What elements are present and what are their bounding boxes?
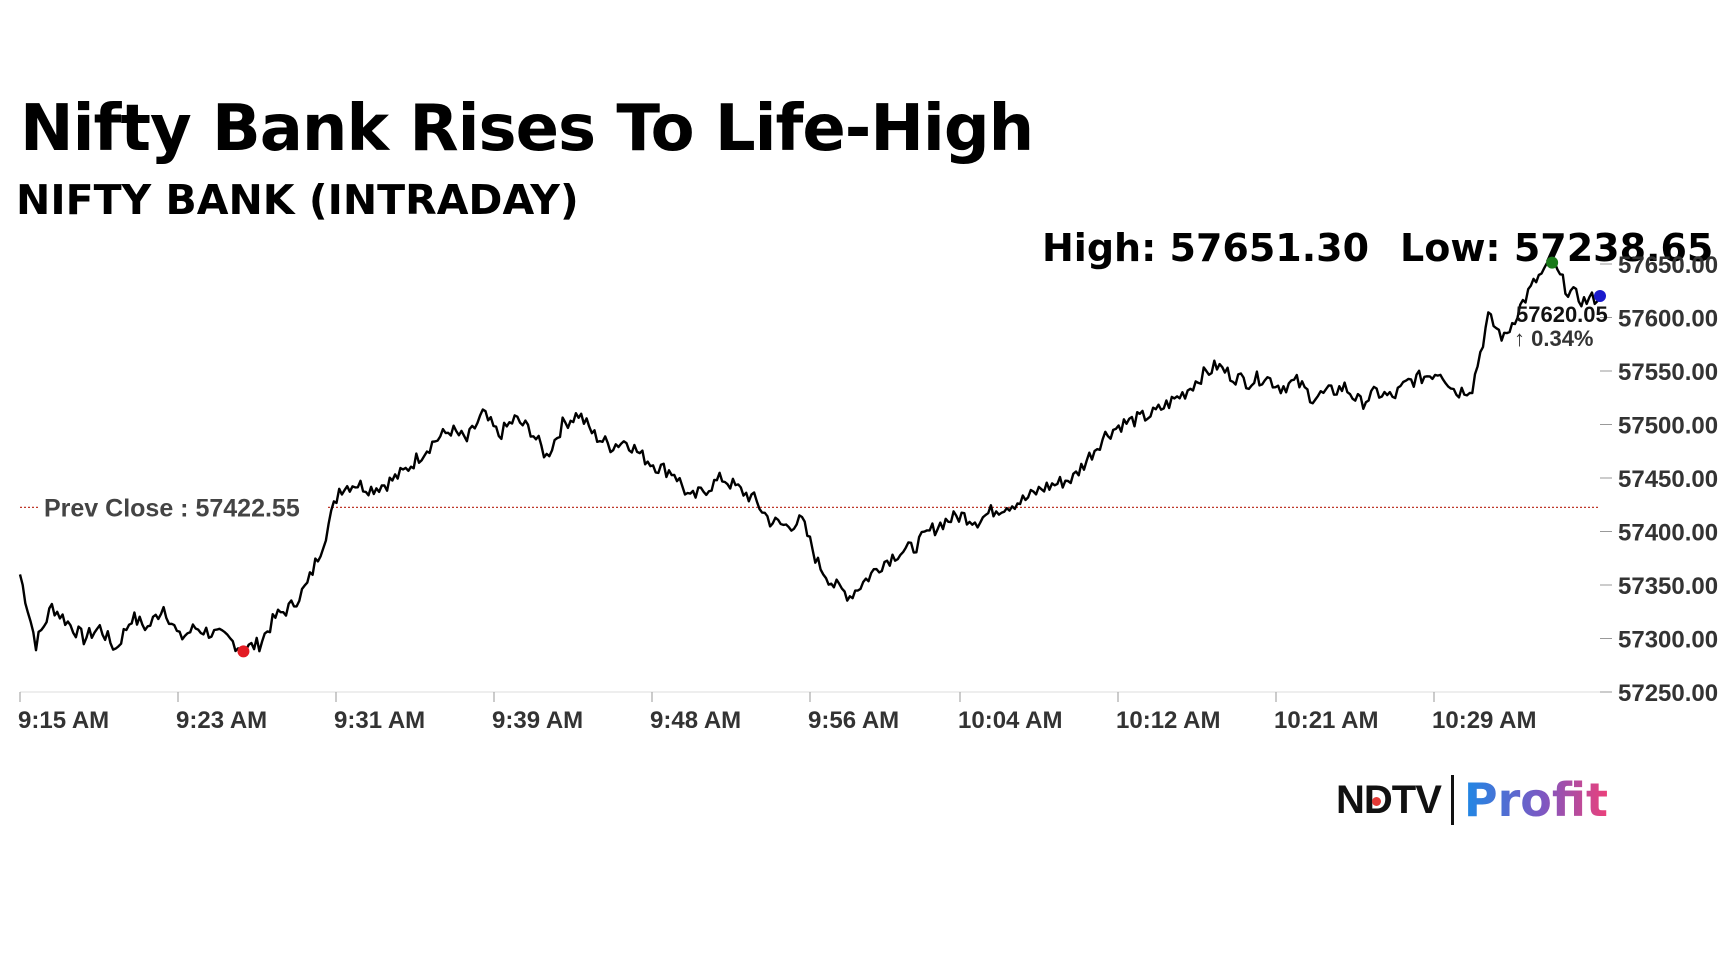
series-group bbox=[18, 261, 1602, 655]
logo-ndtv-text: NDTV bbox=[1336, 777, 1442, 822]
x-tick-label: 9:23 AM bbox=[176, 707, 267, 734]
y-tick-label: 57650.00 bbox=[1618, 252, 1718, 279]
last-change-label: ↑ 0.34% bbox=[1514, 326, 1594, 351]
chart-subtitle: NIFTY BANK (INTRADAY) bbox=[16, 176, 579, 224]
marker-group bbox=[237, 256, 1606, 658]
low-marker bbox=[237, 645, 250, 658]
prev-close-label-bg bbox=[38, 489, 326, 524]
x-tick-label: 9:39 AM bbox=[492, 707, 583, 734]
y-tick-label: 57300.00 bbox=[1618, 627, 1718, 654]
series-line bbox=[18, 261, 1602, 655]
x-tick-label: 9:48 AM bbox=[650, 707, 741, 734]
y-tick-label: 57400.00 bbox=[1618, 520, 1718, 547]
x-tick-label: 10:29 AM bbox=[1432, 707, 1536, 734]
high-value: High: 57651.30 bbox=[1042, 226, 1370, 270]
x-tick-label: 9:56 AM bbox=[808, 707, 899, 734]
x-tick-label: 10:12 AM bbox=[1116, 707, 1220, 734]
x-tick-label: 9:15 AM bbox=[18, 707, 109, 734]
y-tick-label: 57550.00 bbox=[1618, 359, 1718, 386]
logo-profit-text: Profit bbox=[1463, 773, 1608, 827]
chart-title: Nifty Bank Rises To Life-High bbox=[20, 92, 1034, 166]
last-marker bbox=[1594, 290, 1606, 303]
y-tick-label: 57250.00 bbox=[1618, 680, 1718, 707]
prev-close-label: Prev Close : 57422.55 bbox=[44, 494, 300, 522]
logo-red-dot bbox=[1372, 797, 1381, 806]
y-tick-label: 57450.00 bbox=[1618, 466, 1718, 493]
x-axis: 9:15 AM 9:23 AM 9:31 AM 9:39 AM 9:48 AM 9:56 … bbox=[18, 692, 1536, 734]
logo-separator bbox=[1450, 775, 1454, 825]
last-quote-group: 57620.05 ↑ 0.34% bbox=[1514, 302, 1608, 351]
x-tick-label: 9:31 AM bbox=[334, 707, 425, 734]
prev-close-line-group: Prev Close : 57422.55 bbox=[20, 489, 1600, 524]
y-axis: 57250.00 57300.00 57350.00 57400.00 57450.00… bbox=[20, 252, 1718, 707]
y-tick-label: 57350.00 bbox=[1618, 573, 1718, 600]
y-tick-label: 57600.00 bbox=[1618, 306, 1718, 333]
ndtv-profit-logo: NDTV Profit bbox=[1336, 772, 1608, 828]
x-tick-label: 10:04 AM bbox=[958, 707, 1062, 734]
last-price-label: 57620.05 bbox=[1516, 302, 1608, 327]
high-marker bbox=[1546, 256, 1559, 269]
x-tick-label: 10:21 AM bbox=[1274, 707, 1378, 734]
y-tick-label: 57500.00 bbox=[1618, 413, 1718, 440]
